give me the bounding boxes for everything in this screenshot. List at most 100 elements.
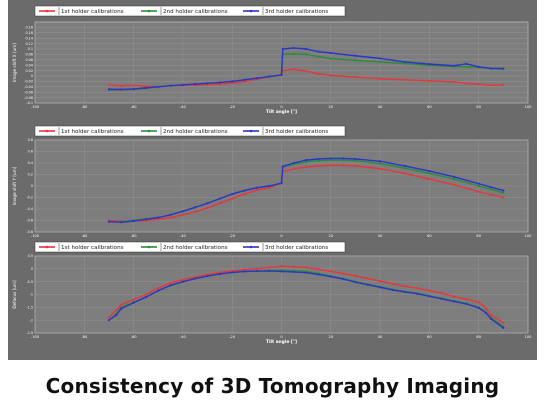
data-point — [403, 60, 406, 64]
legend-entry-2: 2nd holder calibrations — [163, 129, 228, 135]
data-point — [354, 59, 357, 62]
x-tick-label: 20 — [329, 335, 334, 339]
data-point — [231, 197, 234, 200]
data-point — [107, 220, 111, 223]
data-point — [379, 160, 382, 163]
data-point — [489, 188, 493, 191]
x-tick-label: 0 — [280, 105, 283, 109]
data-point — [292, 46, 295, 50]
x-tick-label: -100 — [31, 105, 40, 109]
data-point — [157, 286, 160, 290]
data-point — [181, 213, 184, 216]
chart-panel-1: -100 -80 -60 -40 -20 0 20 40 60 80 100 -0.1-0.08 -0.… — [12, 5, 533, 115]
x-tick-label: 40 — [378, 234, 383, 238]
data-point — [268, 75, 271, 78]
data-point — [502, 191, 505, 194]
data-point — [120, 88, 123, 91]
data-point — [243, 80, 246, 83]
data-point — [292, 270, 295, 274]
data-point — [280, 265, 283, 268]
data-point — [502, 189, 505, 192]
data-point — [329, 164, 332, 167]
data-point — [489, 84, 493, 87]
data-point — [115, 313, 118, 317]
x-tick-label: 40 — [378, 105, 383, 109]
legend-marker — [249, 129, 253, 133]
data-point — [465, 62, 468, 65]
data-point — [477, 190, 480, 193]
data-point — [305, 70, 308, 73]
data-point — [329, 157, 332, 160]
data-point — [292, 265, 295, 268]
data-point — [403, 285, 406, 288]
x-tick-label: 100 — [525, 105, 533, 109]
data-point — [477, 184, 480, 188]
data-point — [403, 172, 406, 175]
y-tick-label: -0.4 — [26, 207, 33, 211]
legend-marker — [147, 9, 151, 13]
legend: 1st holder calibrations 2nd holder calibr… — [34, 241, 346, 253]
data-point — [489, 317, 493, 320]
data-point — [194, 83, 197, 86]
legend-entry-3: 3rd holder calibrations — [265, 9, 328, 15]
y-tick-label: -1 — [30, 293, 33, 297]
y-tick-label: -0.8 — [26, 230, 33, 234]
data-point — [280, 182, 283, 185]
data-point — [169, 216, 172, 219]
data-point — [218, 272, 221, 276]
data-point — [144, 293, 148, 296]
data-point — [107, 88, 111, 91]
data-point — [354, 54, 357, 57]
data-point — [484, 311, 488, 315]
y-tick-label: 0 — [31, 74, 33, 78]
data-point — [440, 297, 443, 300]
y-tick-label: 0.1 — [28, 47, 33, 51]
data-point — [502, 67, 505, 70]
data-point — [403, 290, 406, 294]
data-point — [231, 82, 234, 85]
data-point — [169, 281, 172, 285]
data-point — [243, 270, 246, 273]
data-point — [144, 86, 148, 89]
data-point — [317, 159, 320, 162]
data-point — [132, 219, 135, 223]
y-tick-label: -2.5 — [26, 331, 33, 335]
data-point — [403, 62, 406, 65]
data-point — [428, 172, 431, 175]
data-point — [206, 206, 209, 209]
y-tick-label: 0.5 — [28, 254, 33, 258]
data-point — [255, 267, 258, 270]
data-point — [428, 169, 431, 173]
data-point — [366, 277, 369, 280]
data-point — [415, 286, 419, 290]
x-tick-label: 80 — [476, 105, 481, 109]
data-point — [194, 277, 197, 280]
data-point — [317, 72, 320, 75]
data-point — [428, 295, 431, 298]
data-point — [465, 298, 468, 301]
legend-marker — [45, 129, 49, 133]
y-tick-label: 0.4 — [28, 161, 33, 165]
x-tick-label: -80 — [81, 105, 88, 109]
x-tick-label: -100 — [31, 234, 40, 238]
data-point — [354, 164, 357, 167]
data-point — [440, 292, 443, 295]
data-point — [268, 184, 271, 188]
data-point — [342, 159, 345, 162]
data-point — [169, 84, 172, 87]
data-point — [484, 307, 488, 310]
data-point — [281, 47, 284, 51]
data-point — [477, 301, 480, 304]
legend-marker — [45, 245, 49, 249]
x-tick-label: 60 — [427, 335, 432, 339]
data-point — [379, 162, 382, 165]
y-tick-label: -0.08 — [24, 96, 33, 100]
data-point — [317, 268, 320, 271]
data-point — [342, 272, 345, 275]
legend-marker — [147, 129, 151, 133]
legend-marker — [249, 245, 253, 249]
charts-svg: -100 -80 -60 -40 -20 0 20 40 60 80 100-0.1-0.08-0.… — [12, 5, 533, 345]
y-tick-label: 0.08 — [25, 53, 33, 57]
data-point — [255, 188, 258, 192]
data-point — [281, 165, 284, 168]
